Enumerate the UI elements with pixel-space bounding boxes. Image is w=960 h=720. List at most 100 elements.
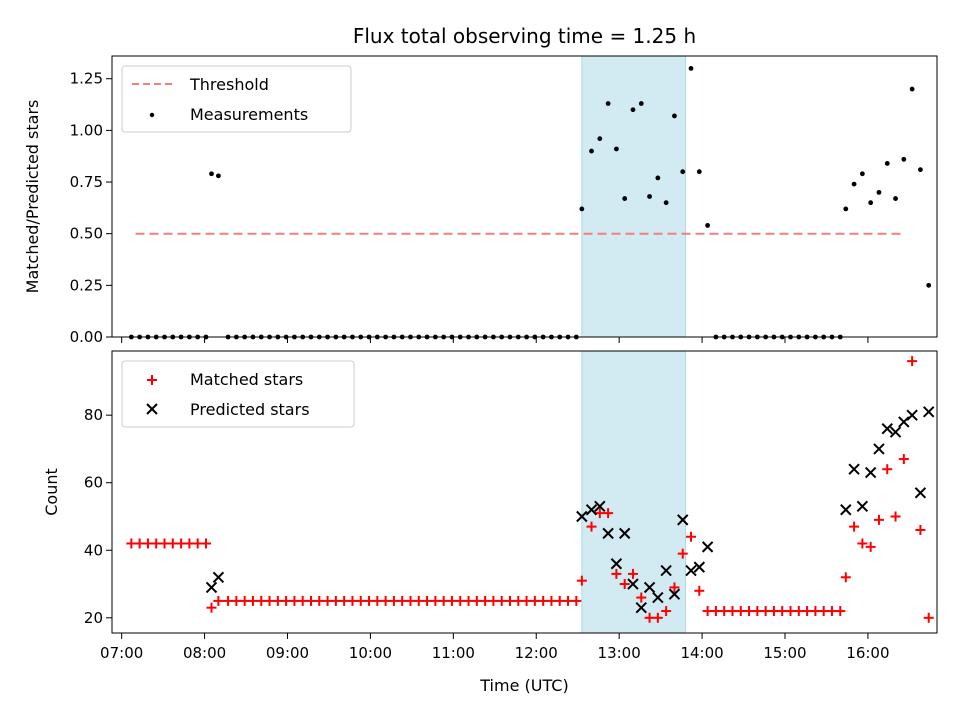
measurement-point xyxy=(622,196,628,201)
predicted-star-point xyxy=(618,527,631,540)
predicted-star-point xyxy=(594,500,606,513)
predicted-star-point-b xyxy=(627,578,639,590)
predicted-star-point xyxy=(864,466,877,479)
predicted-star-point xyxy=(701,541,714,553)
predicted-star-point xyxy=(685,564,697,577)
measurement-point xyxy=(893,196,898,201)
bottom-plot-frame xyxy=(111,350,938,634)
predicted-star-point xyxy=(856,500,869,513)
top-y-axis-ticks: 0.00 0.25 0.50 0.75 1.00 1.25 xyxy=(70,70,112,346)
predicted-star-point-b xyxy=(881,422,893,435)
predicted-star-point xyxy=(660,564,672,577)
predicted-star-point-b xyxy=(618,527,631,540)
measurement-point xyxy=(647,194,652,199)
predicted-star-point xyxy=(668,588,681,600)
measurement-point xyxy=(868,200,874,206)
matched-star-point xyxy=(213,595,224,606)
top-y-tick-label: 1.25 xyxy=(70,70,103,88)
matched-star-point xyxy=(694,585,705,596)
predicted-star-point-b xyxy=(677,514,689,526)
predicted-star-point xyxy=(652,591,664,604)
measurement-point xyxy=(884,161,890,166)
bottom-y-tick-label: 60 xyxy=(84,474,103,492)
bottom-x-tick-label: 08:00 xyxy=(183,644,226,662)
predicted-star-point-b xyxy=(652,591,664,604)
predicted-star-point xyxy=(635,601,647,614)
predicted-star-point-b xyxy=(610,558,623,570)
top-y-tick-label: 0.75 xyxy=(70,173,103,191)
legend-predicted-marker-b xyxy=(146,403,158,415)
predicted-star-point-b xyxy=(594,500,606,513)
matched-star-point xyxy=(206,602,217,613)
matched-star-point xyxy=(898,454,909,465)
bottom-x-tick-label: 07:00 xyxy=(100,644,143,662)
measurement-point xyxy=(638,101,644,106)
predicted-star-point-b xyxy=(873,443,885,455)
matched-star-point xyxy=(865,541,876,552)
predicted-star-point-b xyxy=(856,500,869,513)
bottom-x-tick-label: 13:00 xyxy=(598,644,641,662)
predicted-star-point xyxy=(873,443,885,455)
top-legend: Threshold Measurements xyxy=(121,65,352,133)
measurement-point xyxy=(663,200,669,206)
predicted-star-point xyxy=(585,504,598,516)
predicted-star-point xyxy=(576,510,588,523)
predicted-star-point-b xyxy=(693,561,706,573)
chart-title: Flux total observing time = 1.25 h xyxy=(353,24,696,48)
predicted-star-point xyxy=(205,581,218,594)
measurement-point xyxy=(918,167,923,173)
measurement-point xyxy=(901,156,907,162)
matched-star-point xyxy=(923,612,934,623)
bottom-x-tick-label: 10:00 xyxy=(349,644,392,662)
predicted-star-point-b xyxy=(585,504,598,516)
measurement-point xyxy=(696,169,702,175)
legend-matched-label: Matched stars xyxy=(190,370,303,389)
matched-star-point xyxy=(652,612,663,623)
predicted-star-point-b xyxy=(701,541,714,553)
predicted-star-point-b xyxy=(643,581,656,594)
matched-star-point xyxy=(890,511,901,522)
predicted-star-point-b xyxy=(576,510,588,523)
top-x-axis-ticks xyxy=(121,337,869,343)
legend-predicted-label: Predicted stars xyxy=(190,400,310,419)
measurement-point xyxy=(579,206,585,212)
measurement-point xyxy=(613,146,619,152)
matched-star-point xyxy=(686,531,697,542)
predicted-star-point-b xyxy=(898,416,910,428)
matched-star-point xyxy=(603,508,614,519)
bottom-x-tick-label: 16:00 xyxy=(846,644,889,662)
measurement-point xyxy=(672,113,677,119)
top-plot-frame xyxy=(111,55,938,338)
legend-measurements-label: Measurements xyxy=(190,105,308,124)
bottom-y-axis-ticks: 20 40 60 80 xyxy=(84,406,112,627)
matched-stars-layer xyxy=(126,356,934,623)
predicted-star-point-b xyxy=(923,406,935,418)
predicted-star-point xyxy=(610,558,623,570)
measurement-point xyxy=(589,148,594,154)
matched-star-point xyxy=(661,606,672,617)
measurement-point xyxy=(680,169,686,175)
top-y-tick-label: 0.25 xyxy=(70,276,103,294)
predicted-star-point xyxy=(848,463,860,475)
predicted-star-point xyxy=(643,581,656,594)
measurement-point xyxy=(605,101,611,106)
predicted-star-point xyxy=(923,406,935,418)
predicted-star-point xyxy=(602,527,614,540)
top-y-axis-label: Matched/Predicted stars xyxy=(23,100,42,294)
legend-predicted-swatch xyxy=(146,403,158,415)
matched-star-point xyxy=(882,464,893,475)
measurement-point xyxy=(705,223,711,228)
measurement-point xyxy=(851,181,857,187)
matched-star-point xyxy=(571,595,582,606)
measurement-point xyxy=(216,173,221,179)
legend-threshold-label: Threshold xyxy=(189,75,269,94)
matched-star-point xyxy=(840,572,851,583)
matched-star-point xyxy=(586,521,597,532)
measurement-point xyxy=(209,171,214,177)
matched-star-point xyxy=(627,568,638,579)
top-highlight-span xyxy=(581,55,686,338)
legend-measurements-swatch xyxy=(149,112,155,118)
predicted-star-point xyxy=(898,416,910,428)
predicted-star-point-b xyxy=(840,504,852,516)
